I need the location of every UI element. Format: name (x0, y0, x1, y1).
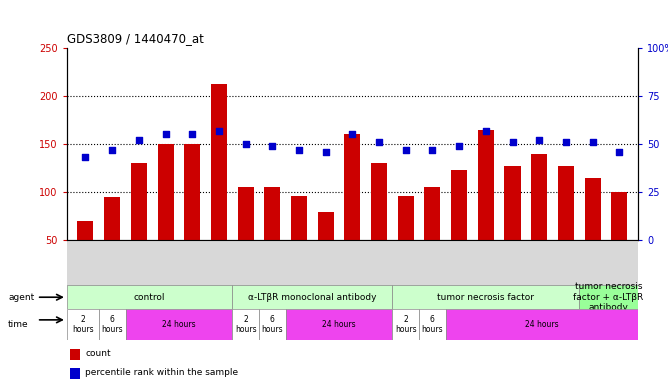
Bar (131, 163, 147, 288)
Bar (232, 285, 392, 309)
Point (240, 141, 251, 147)
Bar (345, 134, 360, 288)
Text: GDS3809 / 1440470_at: GDS3809 / 1440470_at (67, 32, 204, 45)
Point (507, 139, 518, 145)
Point (454, 143, 464, 149)
Text: 24 hours: 24 hours (162, 320, 196, 329)
Text: agent: agent (8, 293, 34, 302)
Point (373, 139, 384, 145)
Point (480, 127, 491, 134)
Bar (397, 196, 413, 288)
Text: 2
hours: 2 hours (72, 315, 94, 334)
Text: 24 hours: 24 hours (525, 320, 558, 329)
Point (134, 137, 144, 143)
Bar (67, 309, 99, 340)
Bar (318, 212, 334, 288)
Text: control: control (134, 293, 165, 302)
Bar (424, 187, 440, 288)
Point (80, 154, 91, 161)
Bar (504, 166, 520, 288)
Point (587, 139, 598, 145)
Bar (371, 163, 387, 288)
Point (214, 127, 224, 134)
Point (107, 147, 118, 153)
Bar (158, 144, 174, 288)
Bar (104, 197, 120, 288)
Bar (451, 170, 467, 288)
Bar (419, 309, 446, 340)
Text: count: count (85, 349, 111, 358)
Bar (259, 309, 286, 340)
Text: α-LTβR monoclonal antibody: α-LTβR monoclonal antibody (248, 293, 377, 302)
Point (321, 149, 331, 155)
Point (294, 147, 305, 153)
Text: tumor necrosis factor: tumor necrosis factor (438, 293, 534, 302)
Text: 6
hours: 6 hours (102, 315, 123, 334)
Text: time: time (8, 320, 29, 329)
Bar (69, 349, 80, 359)
Bar (67, 285, 232, 309)
Bar (531, 154, 547, 288)
Point (267, 143, 278, 149)
Bar (126, 309, 232, 340)
Text: 6
hours: 6 hours (261, 315, 283, 334)
Bar (611, 192, 627, 288)
Bar (286, 309, 392, 340)
Bar (446, 309, 638, 340)
Point (534, 137, 544, 143)
Bar (69, 367, 80, 379)
Text: 24 hours: 24 hours (322, 320, 356, 329)
Bar (478, 130, 494, 288)
Bar (579, 285, 638, 309)
Text: 2
hours: 2 hours (235, 315, 257, 334)
Bar (77, 221, 94, 288)
Bar (392, 285, 579, 309)
Point (560, 139, 571, 145)
Bar (392, 309, 419, 340)
Point (400, 147, 411, 153)
Bar (291, 196, 307, 288)
Text: percentile rank within the sample: percentile rank within the sample (85, 368, 238, 377)
Bar (184, 144, 200, 288)
Bar (99, 309, 126, 340)
Point (160, 131, 171, 137)
Bar (265, 187, 281, 288)
Text: 2
hours: 2 hours (395, 315, 417, 334)
Point (427, 147, 438, 153)
Bar (211, 84, 227, 288)
Text: 6
hours: 6 hours (422, 315, 444, 334)
Text: tumor necrosis
factor + α-LTβR
antibody: tumor necrosis factor + α-LTβR antibody (573, 282, 644, 312)
Point (614, 149, 625, 155)
Bar (238, 187, 254, 288)
Bar (232, 309, 259, 340)
Point (187, 131, 198, 137)
Point (347, 131, 358, 137)
Bar (584, 178, 601, 288)
Bar (558, 166, 574, 288)
